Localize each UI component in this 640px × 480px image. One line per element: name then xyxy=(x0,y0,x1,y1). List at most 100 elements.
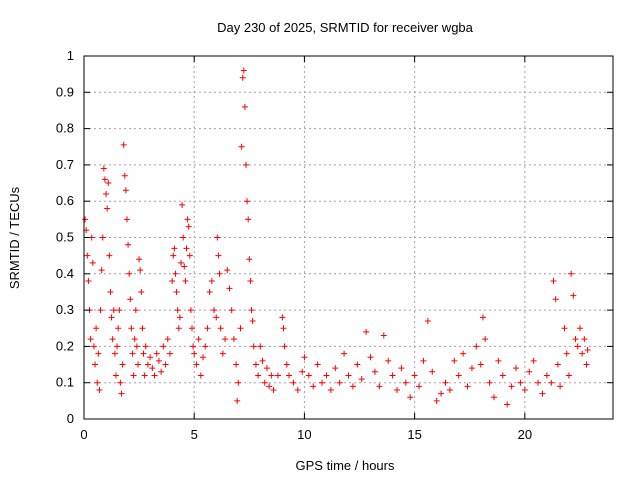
data-point xyxy=(173,288,180,295)
data-point xyxy=(122,187,129,194)
x-axis-label: GPS time / hours xyxy=(296,458,395,473)
data-point xyxy=(402,379,409,386)
data-point xyxy=(140,350,147,357)
data-point xyxy=(513,365,520,372)
data-point xyxy=(224,267,231,274)
data-point xyxy=(162,361,169,368)
data-point xyxy=(222,336,229,343)
data-point xyxy=(158,368,165,375)
data-point xyxy=(584,347,591,354)
data-point xyxy=(114,343,121,350)
data-point xyxy=(187,307,194,314)
data-point xyxy=(294,386,301,393)
data-point xyxy=(200,354,207,361)
data-point xyxy=(574,343,581,350)
data-point xyxy=(314,361,321,368)
data-point xyxy=(169,278,176,285)
data-point xyxy=(358,376,365,383)
data-point xyxy=(100,165,107,172)
data-point xyxy=(517,379,524,386)
data-point xyxy=(139,325,146,332)
data-point xyxy=(504,401,511,408)
data-point xyxy=(186,252,193,259)
data-point xyxy=(135,361,142,368)
data-point xyxy=(568,270,575,277)
data-point xyxy=(189,325,196,332)
data-point xyxy=(191,350,198,357)
data-point xyxy=(380,332,387,339)
data-point xyxy=(217,325,224,332)
x-tick-label: 5 xyxy=(191,427,198,442)
data-point xyxy=(128,325,135,332)
data-point xyxy=(153,350,160,357)
data-point xyxy=(93,325,100,332)
data-point xyxy=(477,361,484,368)
data-point xyxy=(349,383,356,390)
data-point xyxy=(144,361,151,368)
data-point xyxy=(451,357,458,364)
data-point xyxy=(259,357,266,364)
data-point xyxy=(211,307,218,314)
data-point xyxy=(398,365,405,372)
data-point xyxy=(109,336,116,343)
data-point xyxy=(557,383,564,390)
data-point xyxy=(371,368,378,375)
data-point xyxy=(98,267,105,274)
data-point xyxy=(305,372,312,379)
data-point xyxy=(261,379,268,386)
data-point xyxy=(239,74,246,81)
data-point xyxy=(160,343,167,350)
y-tick-label: 1 xyxy=(67,48,74,63)
data-point xyxy=(92,361,99,368)
data-point xyxy=(172,270,179,277)
data-point xyxy=(490,394,497,401)
data-point xyxy=(216,270,223,277)
data-point xyxy=(332,365,339,372)
data-point xyxy=(416,383,423,390)
data-point xyxy=(141,372,148,379)
data-point xyxy=(407,394,414,401)
data-point xyxy=(142,343,149,350)
data-point xyxy=(237,325,244,332)
data-point xyxy=(215,252,222,259)
data-point xyxy=(171,245,178,252)
data-point xyxy=(548,379,555,386)
data-point xyxy=(233,361,240,368)
data-point xyxy=(149,365,156,372)
data-point xyxy=(438,390,445,397)
y-tick-label: 0.2 xyxy=(56,338,74,353)
data-point xyxy=(385,357,392,364)
data-point xyxy=(249,317,256,324)
data-point xyxy=(433,397,440,404)
data-point xyxy=(299,368,306,375)
data-point xyxy=(181,263,188,270)
data-point xyxy=(389,372,396,379)
data-point xyxy=(285,372,292,379)
data-point xyxy=(204,325,211,332)
data-point xyxy=(136,256,143,263)
data-point xyxy=(442,379,449,386)
data-point xyxy=(87,336,94,343)
data-point xyxy=(137,267,144,274)
data-point xyxy=(235,379,242,386)
data-point xyxy=(226,285,233,292)
data-point xyxy=(376,383,383,390)
data-point xyxy=(164,336,171,343)
data-point xyxy=(530,357,537,364)
data-point xyxy=(482,336,489,343)
y-tick-label: 0.1 xyxy=(56,375,74,390)
data-point xyxy=(177,259,184,266)
data-point xyxy=(550,278,557,285)
data-point xyxy=(85,278,92,285)
data-point xyxy=(341,350,348,357)
data-point xyxy=(290,379,297,386)
data-point xyxy=(127,296,134,303)
data-point xyxy=(281,343,288,350)
data-point xyxy=(180,234,187,241)
data-point xyxy=(123,216,130,223)
data-point xyxy=(170,252,177,259)
data-point xyxy=(176,314,183,321)
data-point xyxy=(310,383,317,390)
data-point xyxy=(243,161,250,168)
